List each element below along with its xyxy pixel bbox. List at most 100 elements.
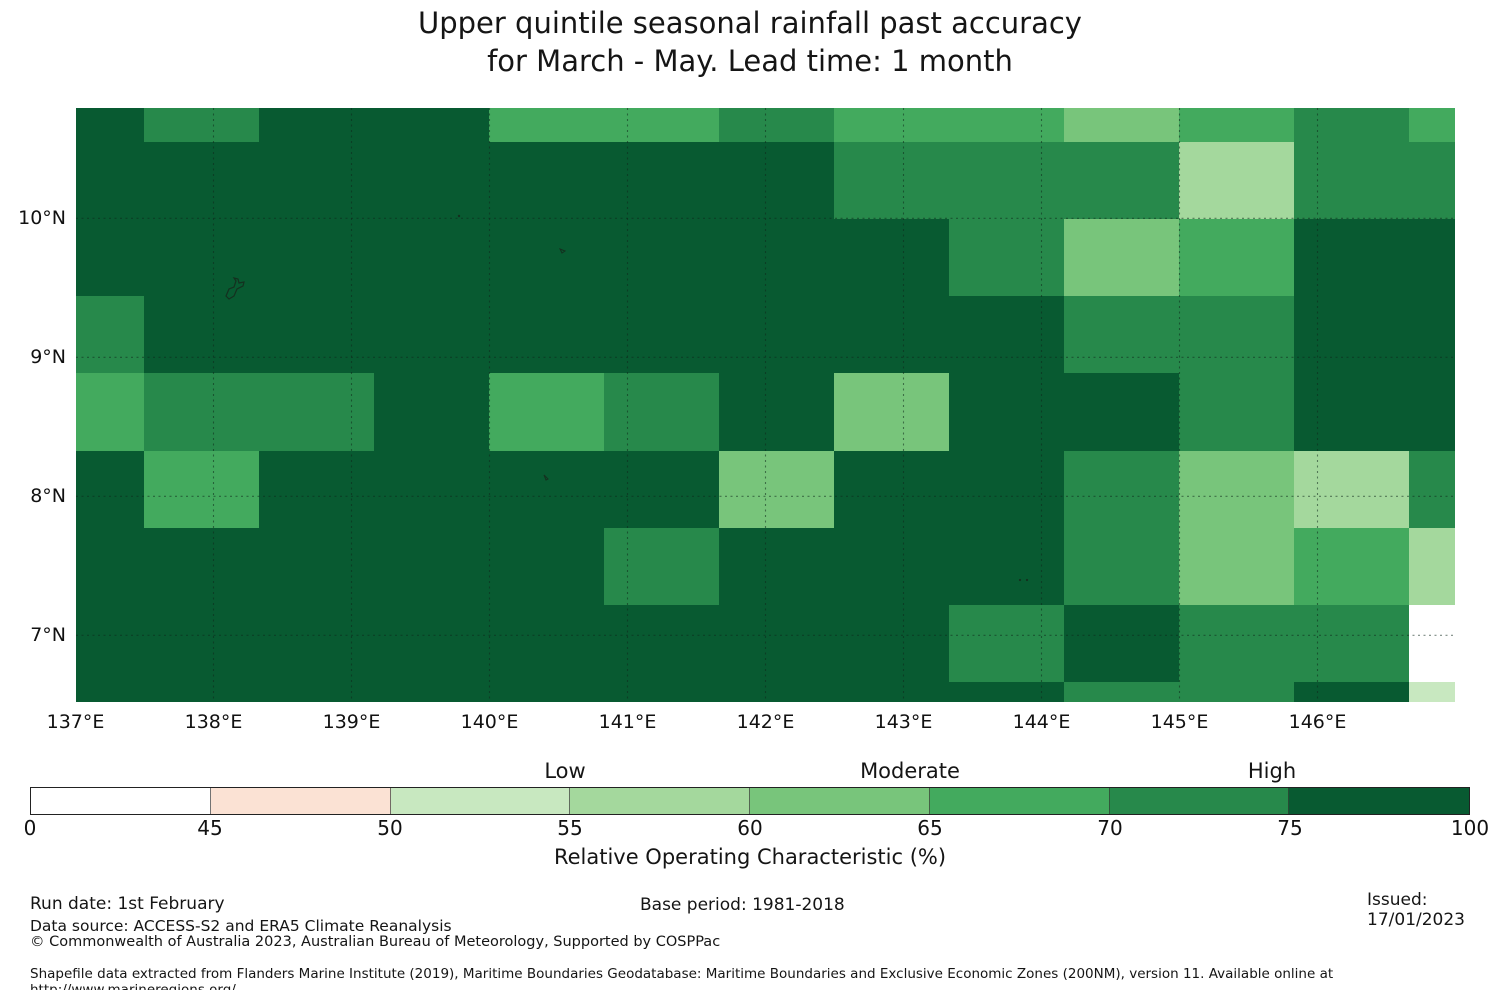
heatmap-cell	[1409, 451, 1455, 528]
heatmap-cell	[719, 605, 834, 682]
x-tick-label: 139°E	[322, 711, 381, 733]
heatmap-cell	[76, 142, 144, 219]
heatmap-cell	[604, 373, 719, 451]
heatmap-cell	[489, 219, 604, 296]
heatmap-cell	[374, 682, 489, 702]
heatmap-cell	[76, 605, 144, 682]
colorbar-category-label: High	[1247, 759, 1297, 783]
heatmap-cell	[76, 219, 144, 296]
heatmap-cell	[259, 605, 374, 682]
heatmap-cell	[489, 682, 604, 702]
heatmap-cell	[144, 373, 259, 451]
heatmap-cell	[1294, 682, 1409, 702]
heatmap-cell	[719, 142, 834, 219]
heatmap-cell	[834, 528, 949, 605]
heatmap-cell	[489, 373, 604, 451]
x-tick-label: 137°E	[46, 711, 105, 733]
heatmap-cell	[604, 682, 719, 702]
heatmap-cell	[489, 451, 604, 528]
heatmap-cell	[1409, 108, 1455, 142]
heatmap-cell	[1409, 219, 1455, 296]
heatmap-cell	[1294, 451, 1409, 528]
heatmap-cell	[76, 682, 144, 702]
heatmap-cell	[144, 451, 259, 528]
base-period: Base period: 1981-2018	[640, 895, 845, 915]
run-date: Run date: 1st February	[30, 894, 225, 914]
heatmap-cell	[1409, 373, 1455, 451]
colorbar-tick-label: 100	[1450, 816, 1490, 840]
heatmap-cell	[259, 528, 374, 605]
heatmap-cell	[259, 451, 374, 528]
colorbar-segment-45-50	[210, 788, 391, 814]
heatmap-cell	[76, 108, 144, 142]
heatmap-cell	[1064, 108, 1179, 142]
heatmap-cell	[1179, 296, 1294, 373]
colorbar-axis-label: Relative Operating Characteristic (%)	[553, 845, 947, 869]
heatmap-cell	[1064, 142, 1179, 219]
heatmap-cell	[76, 373, 144, 451]
colorbar-category-label: Moderate	[860, 759, 960, 783]
colorbar-segment-60-65	[750, 788, 930, 814]
heatmap-cell	[1294, 108, 1409, 142]
heatmap-cell	[604, 605, 719, 682]
colorbar-category-label: Low	[544, 759, 586, 783]
colorbar-segment-75-100	[1289, 788, 1469, 814]
heatmap-cell	[1064, 451, 1179, 528]
y-tick-label: 10°N	[18, 207, 66, 229]
heatmap-cell	[374, 108, 489, 142]
heatmap-cell	[374, 296, 489, 373]
heatmap-cell	[834, 108, 949, 142]
colorbar-tick-label: 45	[197, 816, 223, 840]
issued-date: Issued: 17/01/2023	[1367, 890, 1465, 930]
heatmap-cell	[719, 682, 834, 702]
x-tick-label: 140°E	[460, 711, 519, 733]
heatmap-cell	[1179, 528, 1294, 605]
colorbar-segment-65-70	[929, 788, 1110, 814]
heatmap-cell	[259, 108, 374, 142]
heatmap-cell	[719, 451, 834, 528]
heatmap-cell	[949, 451, 1064, 528]
heatmap-cell	[259, 682, 374, 702]
heatmap-cell	[1409, 528, 1455, 605]
colorbar	[30, 787, 1470, 815]
heatmap-cell	[1179, 451, 1294, 528]
heatmap-cell	[1064, 296, 1179, 373]
heatmap-cell	[489, 605, 604, 682]
heatmap-cell	[144, 108, 259, 142]
heatmap-cell	[374, 451, 489, 528]
heatmap-cell	[1179, 108, 1294, 142]
heatmap-cell	[1294, 142, 1409, 219]
heatmap-cell	[144, 682, 259, 702]
heatmap-cell	[1064, 605, 1179, 682]
heatmap-cell	[144, 528, 259, 605]
heatmap-cell	[1294, 373, 1409, 451]
colorbar-tick-label: 65	[917, 816, 943, 840]
heatmap-cell	[374, 605, 489, 682]
heatmap-cell	[489, 142, 604, 219]
colorbar-tick-label: 0	[23, 816, 37, 840]
heatmap-cell	[1294, 296, 1409, 373]
heatmap-cell	[489, 296, 604, 373]
colorbar-segment-55-60	[570, 788, 750, 814]
heatmap-cell	[144, 142, 259, 219]
heatmap-cell	[949, 142, 1064, 219]
chart-title: Upper quintile seasonal rainfall past ac…	[0, 4, 1500, 80]
heatmap-cell	[489, 528, 604, 605]
heatmap-cell	[834, 682, 949, 702]
heatmap-cell	[719, 373, 834, 451]
heatmap-cell	[949, 373, 1064, 451]
heatmap-cell	[1179, 373, 1294, 451]
heatmap-cell	[1064, 373, 1179, 451]
colorbar-tick-label: 75	[1277, 816, 1303, 840]
heatmap-cell	[604, 528, 719, 605]
heatmap-cell	[374, 373, 489, 451]
heatmap-cell	[259, 219, 374, 296]
heatmap-cell	[949, 219, 1064, 296]
heatmap-cell	[834, 451, 949, 528]
copyright: © Commonwealth of Australia 2023, Austra…	[30, 934, 721, 950]
heatmap-cell	[1294, 219, 1409, 296]
colorbar-tick-label: 50	[377, 816, 403, 840]
x-tick-label: 143°E	[874, 711, 933, 733]
heatmap-cell	[144, 605, 259, 682]
heatmap-cell	[1409, 682, 1455, 702]
